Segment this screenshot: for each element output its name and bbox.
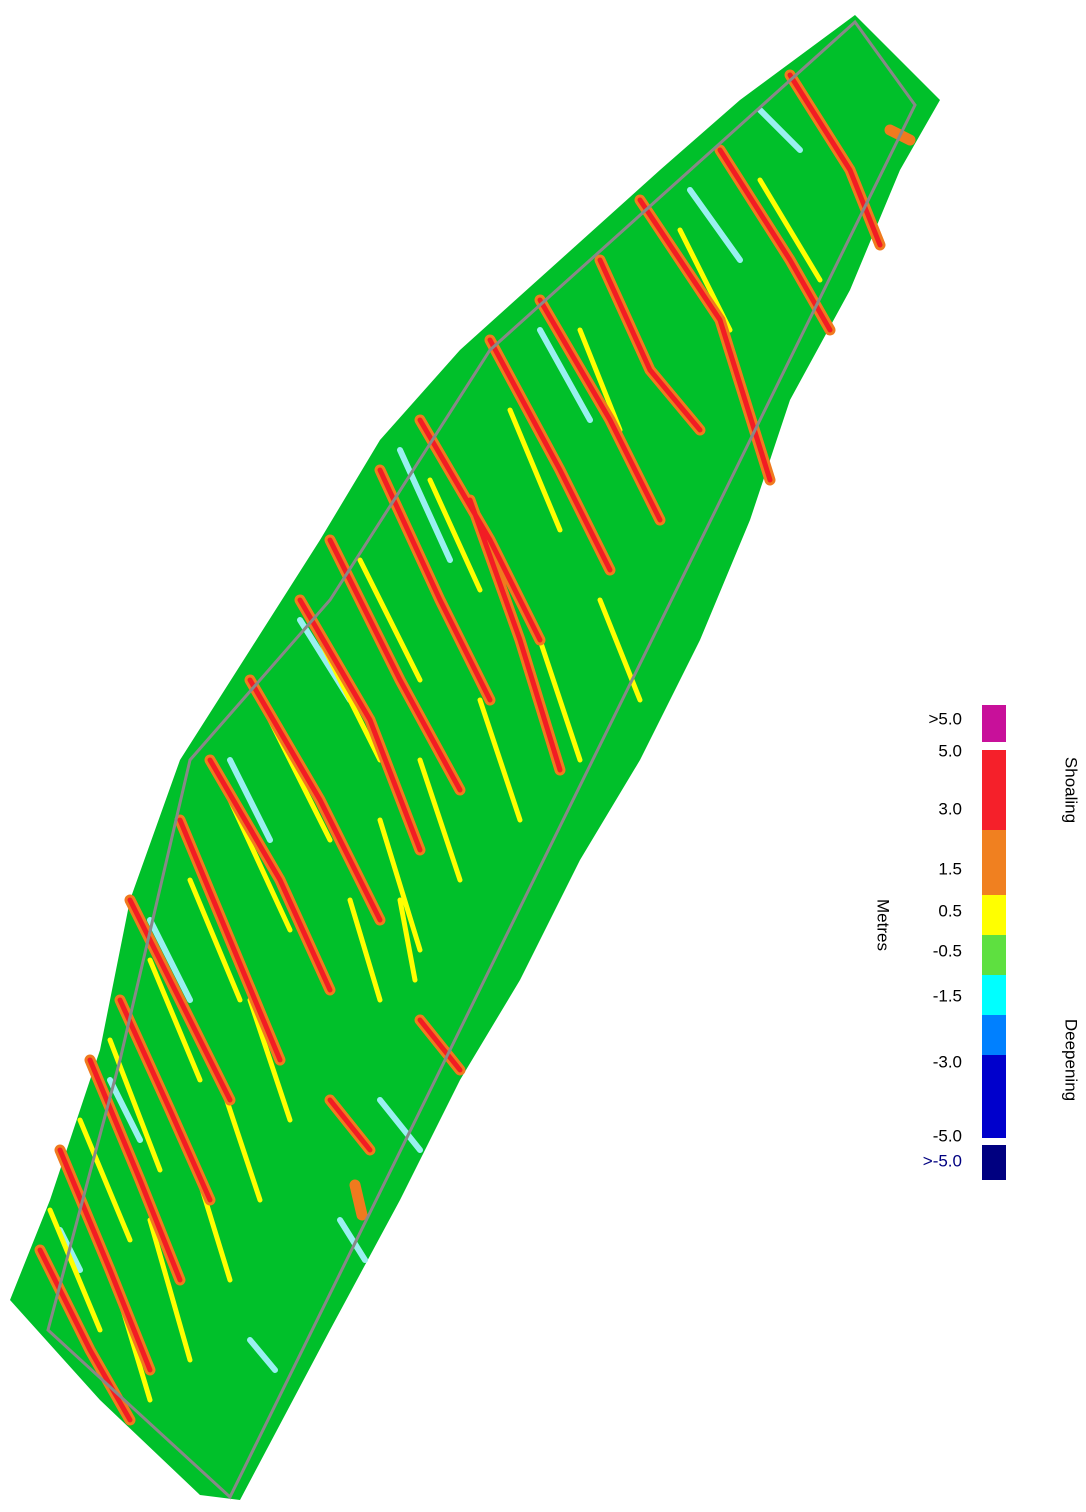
legend-label: -1.5	[933, 986, 962, 1005]
survey-map	[10, 15, 940, 1500]
legend-label: -5.0	[933, 1126, 962, 1145]
legend-swatch	[982, 1145, 1006, 1180]
legend-label: 3.0	[938, 799, 962, 818]
survey-area	[10, 15, 940, 1500]
legend-swatch	[982, 1055, 1006, 1138]
legend-label: -3.0	[933, 1052, 962, 1071]
legend-label: 5.0	[938, 741, 962, 760]
deepening-note: Deepening	[1062, 1019, 1081, 1101]
shoaling-note: Shoaling	[1062, 757, 1081, 823]
legend-label: >-5.0	[923, 1151, 962, 1170]
legend-label: 1.5	[938, 859, 962, 878]
legend-label: >5.0	[928, 709, 962, 728]
legend: Metres Shoaling Deepening >5.0 5.0 3.0 1.5 0…	[874, 705, 1081, 1180]
legend-swatch	[982, 895, 1006, 935]
legend-swatch	[982, 975, 1006, 1015]
legend-label: 0.5	[938, 901, 962, 920]
legend-swatch	[982, 750, 1006, 830]
legend-swatch	[982, 830, 1006, 895]
legend-label: -0.5	[933, 941, 962, 960]
legend-swatch	[982, 1015, 1006, 1055]
legend-swatch	[982, 705, 1006, 742]
legend-swatch	[982, 935, 1006, 975]
page: Metres Shoaling Deepening >5.0 5.0 3.0 1.5 0…	[0, 0, 1086, 1512]
legend-title: Metres	[874, 899, 893, 951]
